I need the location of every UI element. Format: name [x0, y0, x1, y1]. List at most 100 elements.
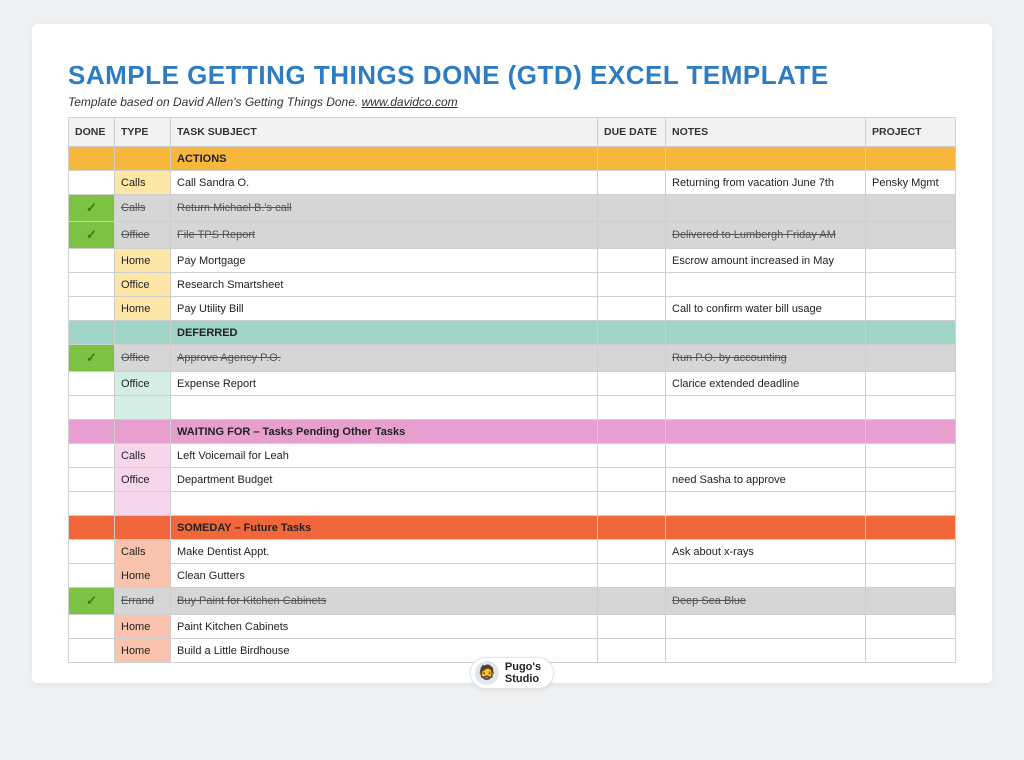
- cell-done[interactable]: [69, 273, 115, 297]
- cell-project[interactable]: [866, 195, 956, 222]
- cell-type[interactable]: Calls: [115, 171, 171, 195]
- cell-task[interactable]: Make Dentist Appt.: [171, 540, 598, 564]
- cell-type[interactable]: Home: [115, 297, 171, 321]
- cell-project[interactable]: Pensky Mgmt: [866, 171, 956, 195]
- cell-type[interactable]: Office: [115, 468, 171, 492]
- cell-project[interactable]: [866, 222, 956, 249]
- cell-task[interactable]: Buy Paint for Kitchen Cabinets: [171, 588, 598, 615]
- cell-project[interactable]: [866, 564, 956, 588]
- cell-done[interactable]: ✓: [69, 588, 115, 615]
- cell-task[interactable]: Research Smartsheet: [171, 273, 598, 297]
- cell-notes[interactable]: Returning from vacation June 7th: [666, 171, 866, 195]
- cell-notes[interactable]: [666, 615, 866, 639]
- cell-notes[interactable]: Delivered to Lumbergh Friday AM: [666, 222, 866, 249]
- cell-type[interactable]: Home: [115, 615, 171, 639]
- cell-done[interactable]: [69, 639, 115, 663]
- cell-due[interactable]: [598, 171, 666, 195]
- cell-type[interactable]: Home: [115, 249, 171, 273]
- cell-notes[interactable]: [666, 492, 866, 516]
- cell-type[interactable]: Calls: [115, 195, 171, 222]
- cell-notes[interactable]: Escrow amount increased in May: [666, 249, 866, 273]
- cell-type[interactable]: Calls: [115, 540, 171, 564]
- cell-done[interactable]: [69, 396, 115, 420]
- cell-done[interactable]: [69, 492, 115, 516]
- cell-due[interactable]: [598, 396, 666, 420]
- cell-type[interactable]: Office: [115, 345, 171, 372]
- cell-due[interactable]: [598, 615, 666, 639]
- cell-type[interactable]: Office: [115, 222, 171, 249]
- cell-due[interactable]: [598, 273, 666, 297]
- cell-project[interactable]: [866, 540, 956, 564]
- cell-due[interactable]: [598, 540, 666, 564]
- cell-due[interactable]: [598, 468, 666, 492]
- cell-notes[interactable]: [666, 444, 866, 468]
- cell-notes[interactable]: Run P.O. by accounting: [666, 345, 866, 372]
- cell-task[interactable]: Expense Report: [171, 372, 598, 396]
- cell-due[interactable]: [598, 345, 666, 372]
- cell-done[interactable]: [69, 615, 115, 639]
- subtitle-link[interactable]: www.davidco.com: [362, 95, 458, 109]
- cell-project[interactable]: [866, 639, 956, 663]
- cell-type[interactable]: Office: [115, 372, 171, 396]
- cell-due[interactable]: [598, 588, 666, 615]
- cell-project[interactable]: [866, 345, 956, 372]
- cell-project[interactable]: [866, 615, 956, 639]
- cell-type[interactable]: Office: [115, 273, 171, 297]
- cell-project[interactable]: [866, 396, 956, 420]
- cell-done[interactable]: [69, 249, 115, 273]
- cell-task[interactable]: Return Michael B.'s call: [171, 195, 598, 222]
- cell-project[interactable]: [866, 273, 956, 297]
- cell-done[interactable]: [69, 540, 115, 564]
- cell-project[interactable]: [866, 249, 956, 273]
- cell-task[interactable]: Approve Agency P.O.: [171, 345, 598, 372]
- cell-project[interactable]: [866, 297, 956, 321]
- cell-done[interactable]: [69, 297, 115, 321]
- cell-due[interactable]: [598, 564, 666, 588]
- cell-project[interactable]: [866, 492, 956, 516]
- cell-done[interactable]: [69, 444, 115, 468]
- cell-task[interactable]: Clean Gutters: [171, 564, 598, 588]
- cell-notes[interactable]: need Sasha to approve: [666, 468, 866, 492]
- cell-done[interactable]: ✓: [69, 222, 115, 249]
- cell-done[interactable]: ✓: [69, 345, 115, 372]
- cell-task[interactable]: [171, 396, 598, 420]
- cell-notes[interactable]: [666, 273, 866, 297]
- cell-task[interactable]: Pay Mortgage: [171, 249, 598, 273]
- cell-due[interactable]: [598, 492, 666, 516]
- cell-due[interactable]: [598, 195, 666, 222]
- cell-notes[interactable]: Call to confirm water bill usage: [666, 297, 866, 321]
- cell-type[interactable]: Errand: [115, 588, 171, 615]
- cell-task[interactable]: Pay Utility Bill: [171, 297, 598, 321]
- cell-due[interactable]: [598, 222, 666, 249]
- cell-due[interactable]: [598, 444, 666, 468]
- cell-type[interactable]: Home: [115, 639, 171, 663]
- cell-due[interactable]: [598, 639, 666, 663]
- cell-notes[interactable]: Clarice extended deadline: [666, 372, 866, 396]
- cell-done[interactable]: [69, 564, 115, 588]
- cell-notes[interactable]: [666, 639, 866, 663]
- cell-project[interactable]: [866, 372, 956, 396]
- attribution-badge[interactable]: 🧔 Pugo's Studio: [470, 657, 554, 689]
- cell-notes[interactable]: [666, 564, 866, 588]
- cell-task[interactable]: Left Voicemail for Leah: [171, 444, 598, 468]
- cell-project[interactable]: [866, 468, 956, 492]
- cell-due[interactable]: [598, 249, 666, 273]
- cell-done[interactable]: [69, 372, 115, 396]
- cell-task[interactable]: File TPS Report: [171, 222, 598, 249]
- cell-task[interactable]: [171, 492, 598, 516]
- cell-project[interactable]: [866, 588, 956, 615]
- cell-type[interactable]: Calls: [115, 444, 171, 468]
- cell-done[interactable]: [69, 171, 115, 195]
- cell-notes[interactable]: Deep Sea Blue: [666, 588, 866, 615]
- cell-done[interactable]: ✓: [69, 195, 115, 222]
- cell-type[interactable]: Home: [115, 564, 171, 588]
- cell-project[interactable]: [866, 444, 956, 468]
- cell-due[interactable]: [598, 372, 666, 396]
- cell-task[interactable]: Call Sandra O.: [171, 171, 598, 195]
- cell-notes[interactable]: [666, 195, 866, 222]
- cell-done[interactable]: [69, 468, 115, 492]
- cell-notes[interactable]: Ask about x-rays: [666, 540, 866, 564]
- cell-task[interactable]: Department Budget: [171, 468, 598, 492]
- cell-type[interactable]: [115, 492, 171, 516]
- cell-type[interactable]: [115, 396, 171, 420]
